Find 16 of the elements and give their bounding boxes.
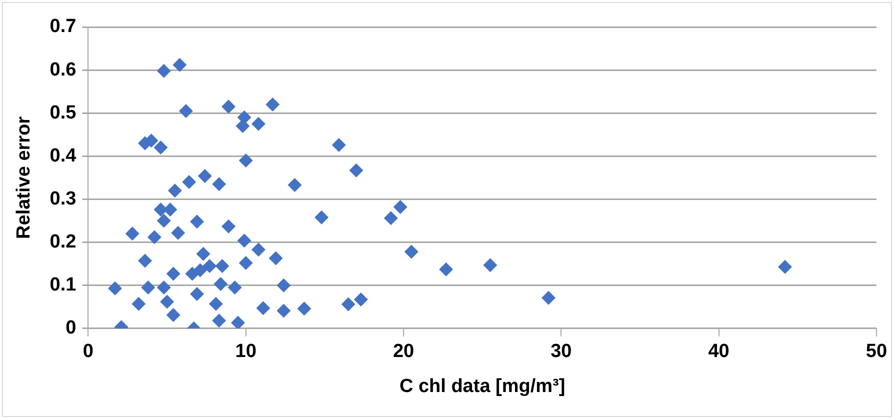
y-tick-label: 0.7 bbox=[50, 16, 76, 38]
y-tick-label: 0.4 bbox=[50, 145, 77, 166]
y-tick-label: 0.3 bbox=[50, 188, 76, 210]
x-tick-label: 0 bbox=[82, 341, 94, 362]
y-tick-label: 0.6 bbox=[50, 59, 76, 80]
x-axis-title: C chl data [mg/m³] bbox=[399, 376, 566, 397]
y-tick-label: 0 bbox=[66, 318, 76, 339]
x-tick-label: 20 bbox=[392, 341, 414, 362]
y-axis-title: Relative error bbox=[14, 116, 35, 239]
y-tick-label: 0.5 bbox=[50, 102, 77, 124]
x-tick-label: 30 bbox=[550, 341, 572, 362]
x-tick-label: 50 bbox=[866, 341, 888, 362]
y-tick-label: 0.2 bbox=[50, 232, 76, 253]
x-tick-label: 10 bbox=[235, 341, 256, 362]
x-tick-label: 40 bbox=[708, 341, 730, 362]
y-tick-label: 0.1 bbox=[50, 274, 77, 296]
